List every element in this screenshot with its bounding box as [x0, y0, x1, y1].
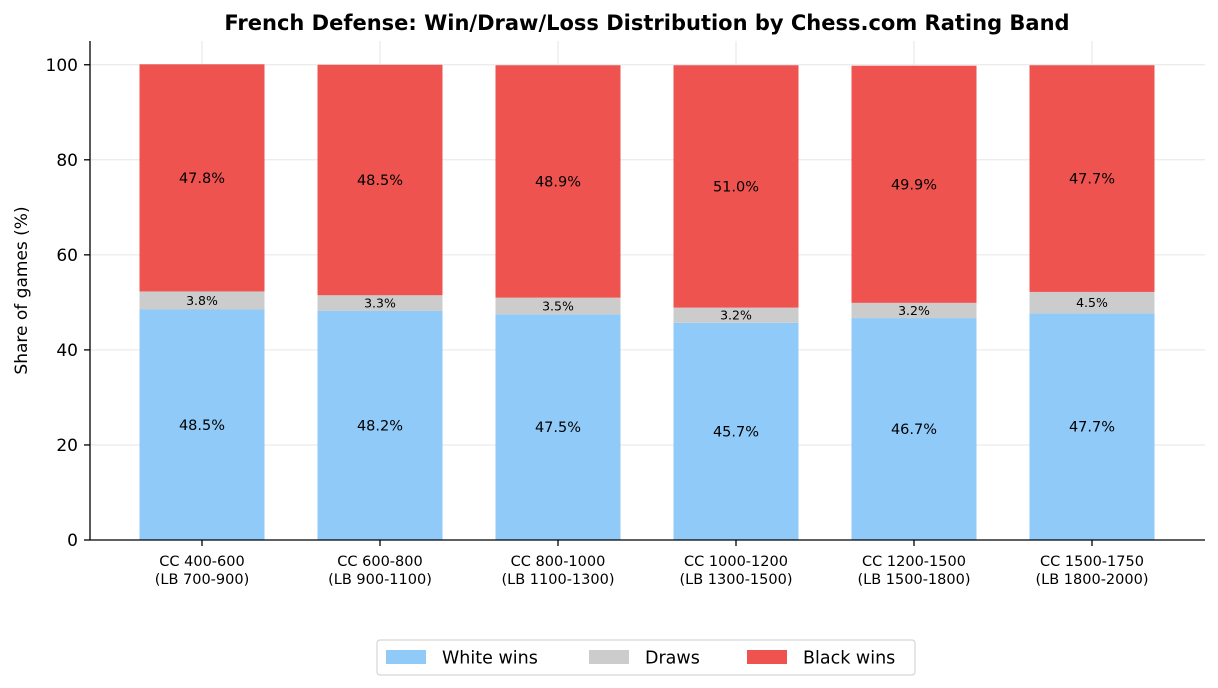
data-label-draws-3: 3.2%: [720, 308, 752, 323]
data-label-white-wins-4: 46.7%: [891, 422, 937, 438]
data-label-draws-2: 3.5%: [542, 298, 574, 313]
axes-layer: 0 20 40 60 80 100 CC 400-600 (LB 700-900) CC 600…: [46, 41, 1205, 588]
bar-white-wins-2: [495, 314, 621, 540]
data-label-black-wins-3: 51.0%: [713, 179, 759, 195]
bar-draws-0: [139, 291, 265, 310]
data-label-white-wins-0: 48.5%: [179, 418, 225, 434]
bar-black-wins-2: [495, 65, 621, 298]
bar-white-wins-0: [139, 309, 265, 540]
legend-label-white-wins: White wins: [442, 649, 538, 669]
data-label-white-wins-2: 47.5%: [535, 420, 581, 436]
x-tick-label-3: CC 1000-1200 (LB 1300-1500): [680, 554, 793, 588]
bar-draws-3: [673, 307, 799, 323]
data-labels-layer: 48.5% 3.8% 47.8% 48.2% 3.3% 48.5% 47.5% 3.5% 48.…: [179, 171, 1115, 441]
bar-white-wins-1: [317, 310, 443, 540]
bar-white-wins-3: [673, 322, 799, 540]
data-label-black-wins-4: 49.9%: [891, 177, 937, 193]
bar-black-wins-3: [673, 65, 799, 308]
y-axis-label: Share of games (%): [12, 206, 32, 374]
chart-title: French Defense: Win/Draw/Loss Distributi…: [224, 11, 1069, 35]
bar-draws-2: [495, 297, 621, 315]
y-tick-label-1: 20: [56, 436, 78, 456]
data-label-white-wins-1: 48.2%: [357, 418, 403, 434]
bar-white-wins-4: [851, 318, 977, 540]
legend-label-draws: Draws: [645, 649, 700, 669]
data-label-black-wins-1: 48.5%: [357, 173, 403, 189]
data-label-black-wins-2: 48.9%: [535, 174, 581, 190]
y-tick-label-2: 40: [56, 341, 78, 361]
data-label-draws-1: 3.3%: [364, 296, 396, 311]
data-label-draws-5: 4.5%: [1076, 295, 1108, 310]
y-tick-label-4: 80: [56, 151, 78, 171]
data-label-draws-4: 3.2%: [898, 303, 930, 318]
bar-black-wins-5: [1029, 65, 1155, 292]
data-label-white-wins-3: 45.7%: [713, 424, 759, 440]
x-tick-label-4: CC 1200-1500 (LB 1500-1800): [858, 554, 971, 588]
y-tick-label-5: 100: [46, 56, 78, 76]
bar-draws-4: [851, 302, 977, 319]
x-tick-label-2: CC 800-1000 (LB 1100-1300): [502, 554, 615, 588]
legend: White wins Draws Black wins: [376, 639, 916, 676]
y-tick-label-3: 60: [56, 246, 78, 266]
bar-draws-1: [317, 295, 443, 311]
data-label-black-wins-5: 47.7%: [1069, 172, 1115, 188]
bar-black-wins-4: [851, 65, 977, 303]
legend-swatch-draws: [589, 650, 629, 664]
data-label-draws-0: 3.8%: [186, 293, 218, 308]
legend-swatch-black-wins: [747, 650, 787, 664]
legend-swatch-white-wins: [386, 650, 426, 664]
bar-black-wins-0: [139, 64, 265, 292]
y-tick-label-0: 0: [67, 531, 78, 551]
bar-white-wins-5: [1029, 313, 1155, 540]
bars-layer: [139, 64, 1155, 540]
legend-label-black-wins: Black wins: [803, 649, 895, 669]
bar-black-wins-1: [317, 64, 443, 296]
data-label-black-wins-0: 47.8%: [179, 171, 225, 187]
legend-frame: [376, 639, 916, 676]
data-label-white-wins-5: 47.7%: [1069, 420, 1115, 436]
bar-draws-5: [1029, 291, 1155, 314]
x-tick-label-5: CC 1500-1750 (LB 1800-2000): [1036, 554, 1149, 588]
x-tick-label-0: CC 400-600 (LB 700-900): [155, 554, 250, 588]
x-tick-label-1: CC 600-800 (LB 900-1100): [328, 554, 432, 588]
